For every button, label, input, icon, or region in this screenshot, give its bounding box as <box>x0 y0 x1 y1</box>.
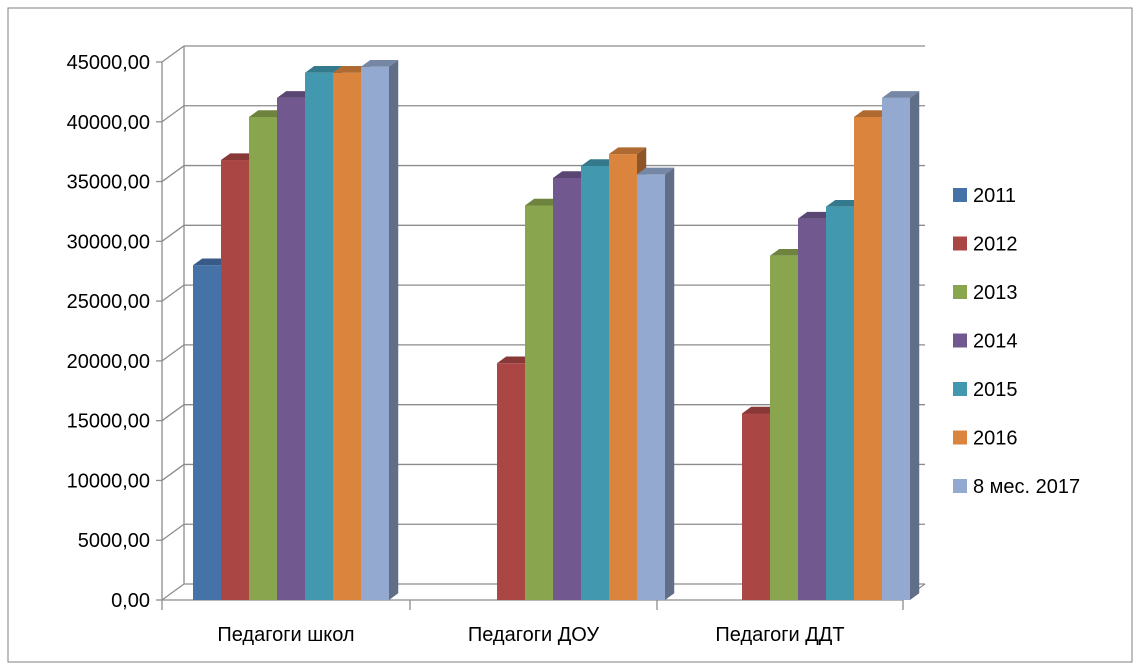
side-wall-gridline <box>161 463 185 481</box>
legend-label: 2012 <box>973 234 1018 256</box>
legend-label: 2011 <box>973 185 1016 207</box>
side-wall-gridline <box>161 523 185 541</box>
y-tick-label: 45000,00 <box>67 52 150 74</box>
legend-item: 2013 <box>953 282 1018 304</box>
legend-item: 2012 <box>953 234 1018 256</box>
legend-item: 8 мес. 2017 <box>953 476 1080 498</box>
legend-item: 2011 <box>953 185 1016 207</box>
legend-swatch <box>953 479 967 493</box>
legend-item: 2016 <box>953 428 1018 450</box>
side-wall-gridline <box>161 404 185 422</box>
y-tick-label: 15000,00 <box>67 411 150 433</box>
x-category-label: Педагоги ДОУ <box>468 624 600 646</box>
bar <box>882 91 920 600</box>
legend-item: 2014 <box>953 331 1018 353</box>
y-tick-label: 25000,00 <box>67 291 150 313</box>
x-category-label: Педагоги ДДТ <box>715 624 844 646</box>
side-wall-gridline <box>161 583 185 601</box>
legend-swatch <box>953 236 967 251</box>
legend-swatch <box>953 382 967 396</box>
legend-swatch <box>953 285 967 299</box>
legend: 2011 2012 2013 2014 2015 2016 8 мес. 2017 <box>953 185 1080 498</box>
y-tick-label: 5000,00 <box>78 530 150 552</box>
bars <box>193 60 920 601</box>
x-category-label: Педагоги школ <box>217 624 354 646</box>
x-axis-category-labels: Педагоги школ Педагоги ДОУ Педагоги ДДТ <box>217 624 844 646</box>
y-tick-label: 30000,00 <box>67 231 150 253</box>
side-wall-gridline <box>161 105 185 123</box>
legend-label: 2016 <box>973 428 1018 450</box>
side-wall-gridline <box>161 165 185 183</box>
legend-swatch <box>953 188 967 202</box>
y-tick-label: 20000,00 <box>67 351 150 373</box>
side-wall-gridline <box>161 224 185 242</box>
legend-label: 8 мес. 2017 <box>973 476 1080 498</box>
y-tick-label: 10000,00 <box>67 470 150 492</box>
legend-label: 2014 <box>973 331 1018 353</box>
legend-swatch <box>953 430 967 445</box>
side-wall-gridline <box>161 344 185 362</box>
y-tick-label: 35000,00 <box>67 172 150 194</box>
legend-label: 2013 <box>973 282 1018 304</box>
side-wall-gridline <box>161 45 185 63</box>
legend-item: 2015 <box>953 379 1018 401</box>
bar <box>361 60 399 601</box>
y-axis-tick-labels: 0,00 5000,00 10000,00 15000,00 20000,00 25000… <box>67 52 150 612</box>
legend-swatch <box>953 333 967 348</box>
y-tick-label: 40000,00 <box>67 112 150 134</box>
y-tick-label: 0,00 <box>111 590 150 612</box>
bar <box>637 167 675 601</box>
legend-label: 2015 <box>973 379 1018 401</box>
side-wall-gridline <box>161 284 185 302</box>
